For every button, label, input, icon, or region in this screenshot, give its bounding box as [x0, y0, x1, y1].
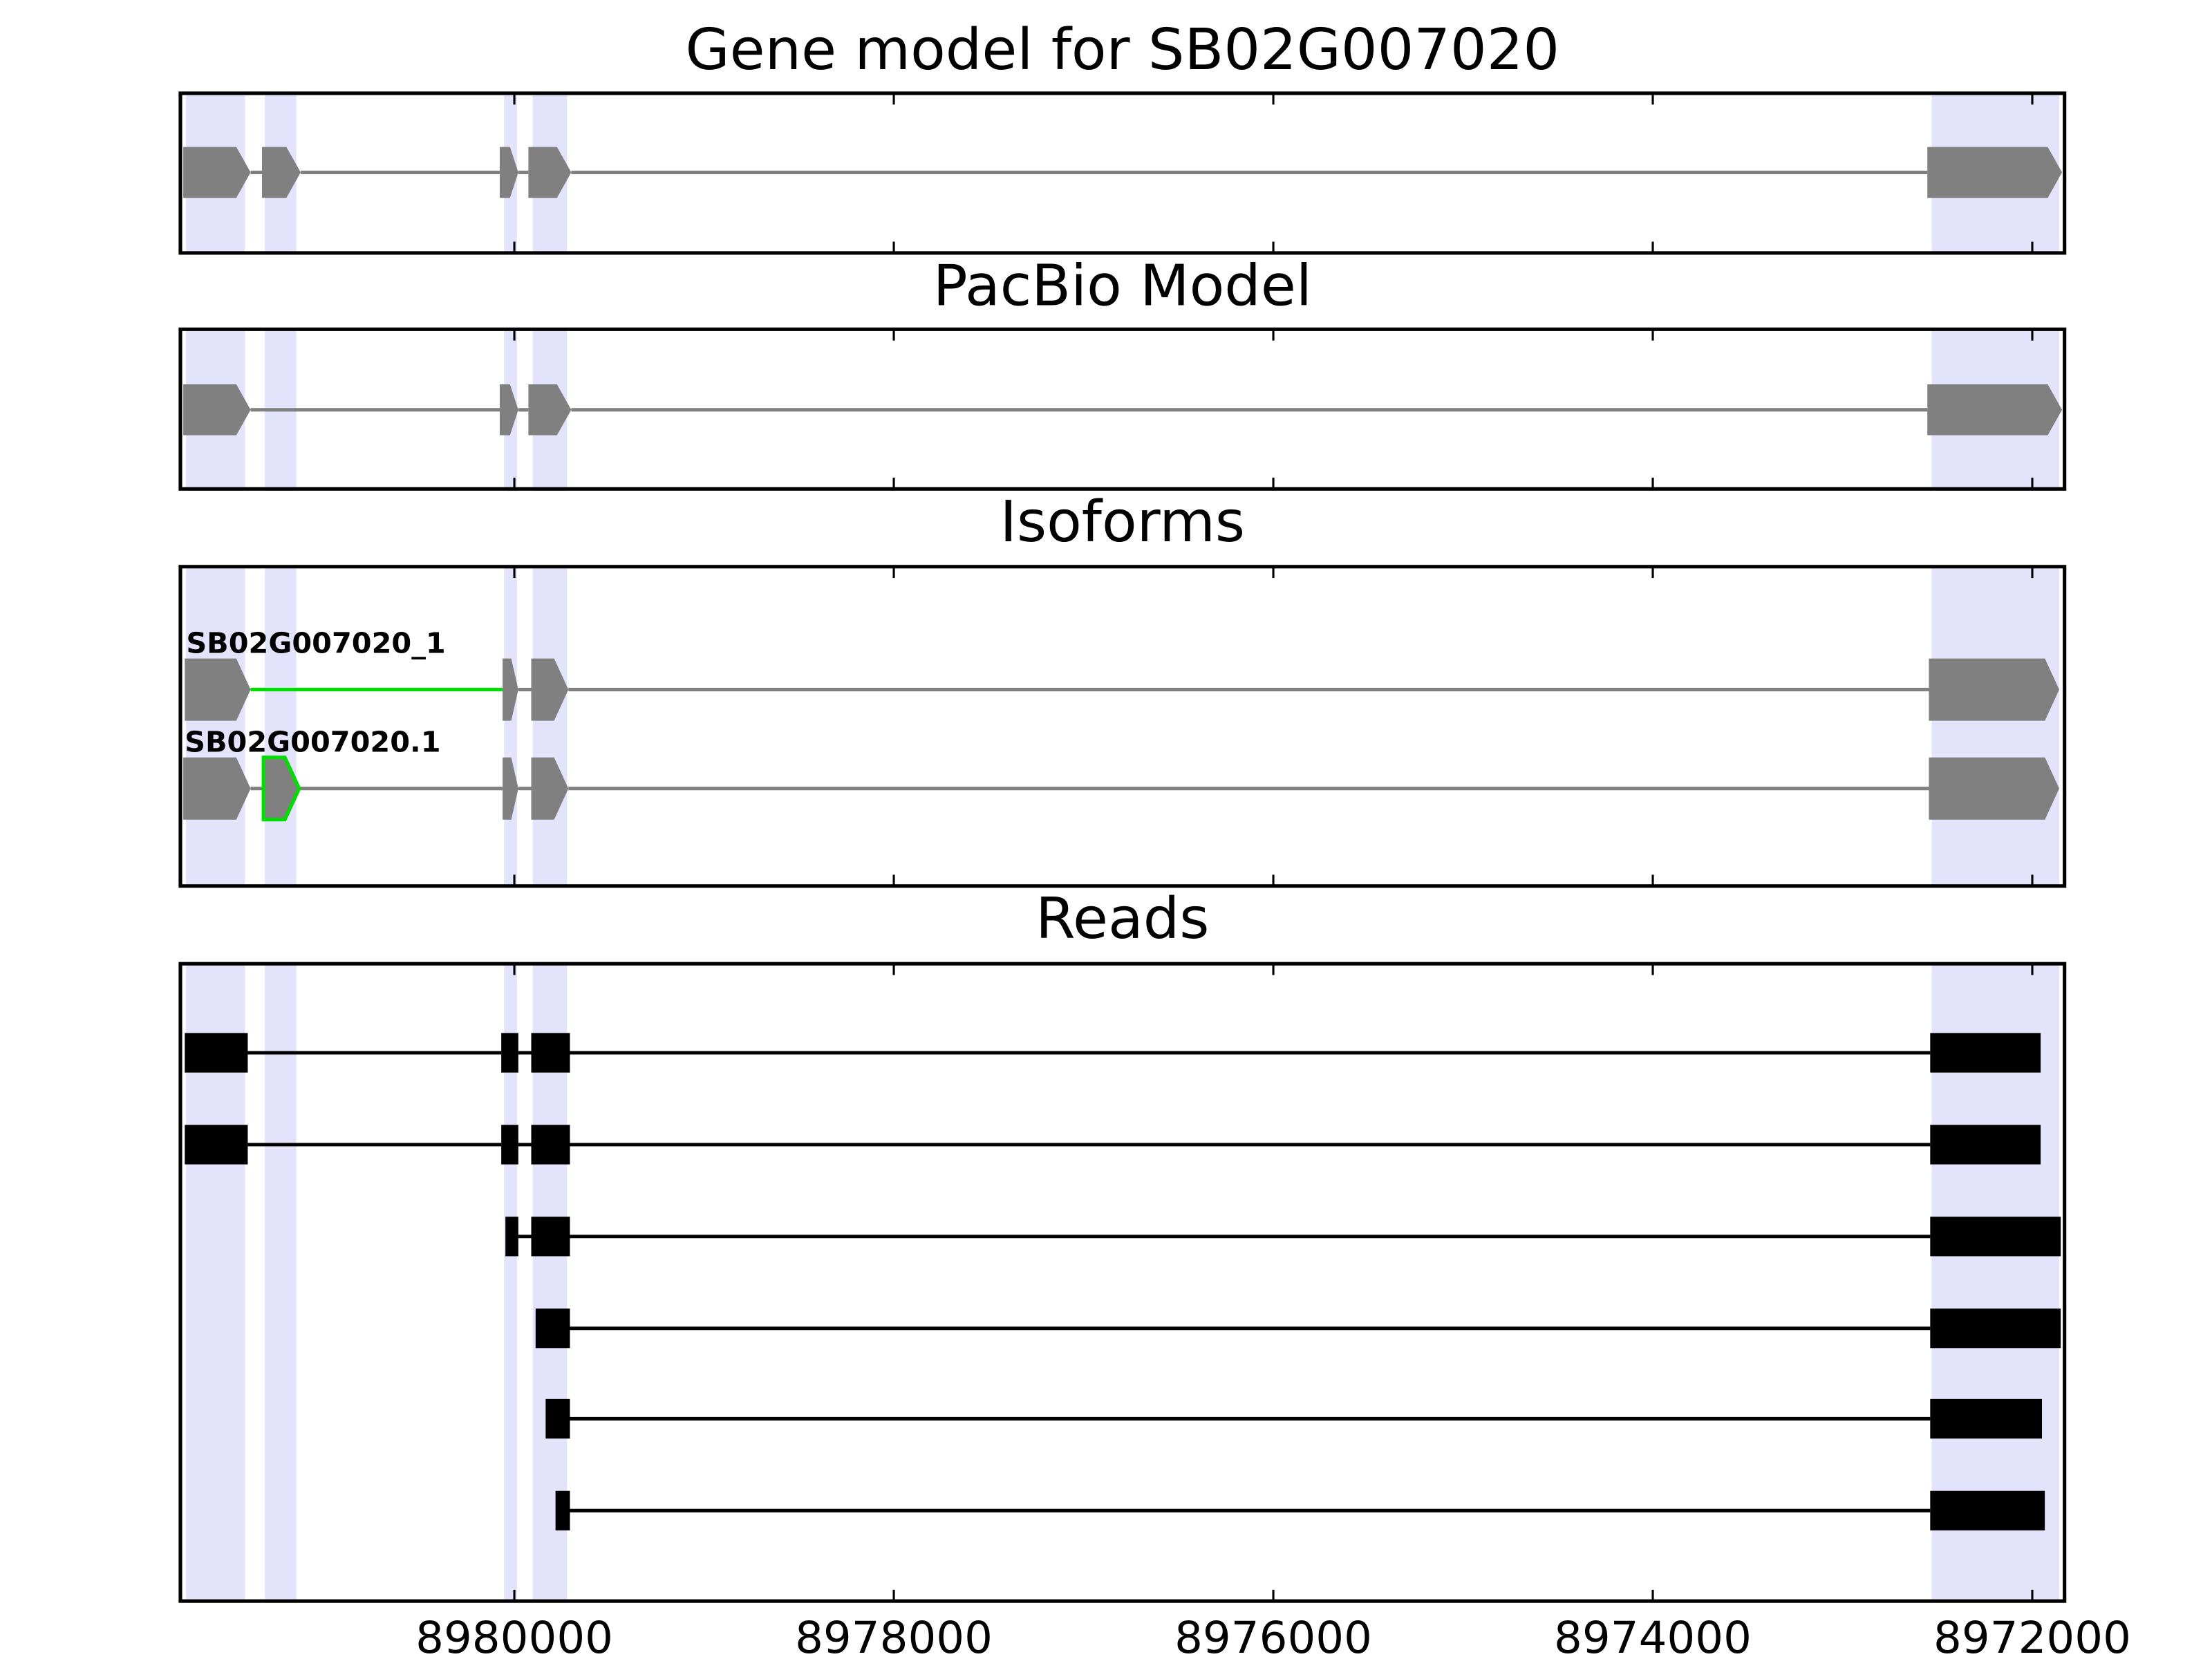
exon	[261, 756, 301, 822]
exon	[555, 1490, 570, 1530]
isoform-label: SB02G007020.1	[185, 726, 440, 759]
exon	[505, 1217, 518, 1257]
panel-title: Isoforms	[1000, 489, 1246, 554]
x-tick-label: 8976000	[1174, 1613, 1372, 1659]
x-tick-label: 8980000	[415, 1613, 613, 1659]
exon	[1929, 757, 2059, 820]
exon	[1927, 384, 2063, 435]
exon	[531, 1033, 570, 1073]
exon	[531, 1125, 570, 1165]
isoform-label: SB02G007020_1	[186, 627, 445, 660]
panel-frame	[178, 91, 2067, 255]
exon	[183, 384, 251, 435]
exon	[183, 757, 251, 820]
exon	[1927, 147, 2063, 198]
exon	[528, 384, 572, 435]
exon	[1930, 1125, 2041, 1165]
exon	[499, 147, 518, 198]
exon	[1930, 1490, 2045, 1530]
highlight-band	[504, 964, 517, 1602]
exon	[1929, 658, 2059, 721]
exon	[1930, 1398, 2043, 1439]
exon	[545, 1398, 570, 1439]
x-tick-label: 8972000	[1933, 1613, 2131, 1659]
exon	[185, 1033, 248, 1073]
exon	[503, 757, 518, 820]
highlight-band	[504, 566, 517, 886]
exon	[183, 147, 251, 198]
highlight-band	[532, 566, 568, 886]
panel-title: Gene model for SB02G007020	[686, 17, 1560, 82]
panel-title: PacBio Model	[933, 254, 1312, 319]
panel-frame	[178, 565, 2067, 888]
panel-frame	[178, 327, 2067, 491]
exon	[531, 757, 569, 820]
panel-frame	[178, 962, 2067, 1603]
highlight-band	[186, 566, 245, 886]
exon	[185, 1125, 248, 1165]
x-tick-label: 8978000	[795, 1613, 993, 1659]
exon	[1930, 1033, 2041, 1073]
exon	[1930, 1309, 2061, 1349]
exon	[528, 147, 572, 198]
exon	[262, 147, 301, 198]
exon	[501, 1125, 518, 1165]
x-tick-label: 8974000	[1554, 1613, 1752, 1659]
exon	[535, 1309, 570, 1349]
exon	[503, 658, 518, 721]
exon	[531, 1217, 570, 1257]
exon	[531, 658, 569, 721]
exon	[185, 658, 251, 721]
highlight-band	[1931, 566, 2059, 886]
highlight-band	[265, 964, 297, 1602]
highlight-band	[265, 566, 297, 886]
panel-title: Reads	[1035, 887, 1209, 952]
exon	[1930, 1217, 2061, 1257]
exon	[501, 1033, 518, 1073]
exon	[499, 384, 518, 435]
